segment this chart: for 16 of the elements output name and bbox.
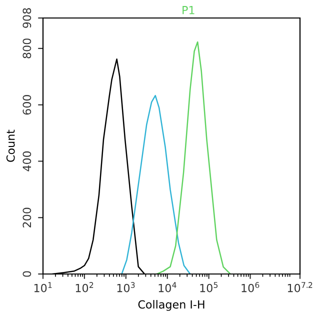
x-tick-label: 10$^{7.2}$ [288, 282, 312, 292]
text: P1 [182, 6, 194, 14]
x-tick-label: 10$^{6}$ [242, 282, 260, 292]
x-tick-label: 10$^{4}$ [158, 282, 176, 292]
y-tick-label: 800 [22, 38, 32, 58]
y-tick-label: 908 [22, 8, 32, 28]
x-tick-label: 10$^{2}$ [76, 282, 94, 292]
y-tick-label: 200 [22, 208, 32, 228]
y-axis-title: Count [6, 130, 15, 162]
x-tick-label: 10$^{5}$ [200, 282, 218, 292]
x-axis-title: Collagen I-H [138, 300, 204, 311]
y-tick-label: 0 [22, 271, 32, 277]
y-tick-label: 400 [22, 151, 32, 172]
y-tick-label: 600 [22, 94, 32, 115]
x-tick-label: 10$^{3}$ [117, 282, 135, 292]
x-tick-label: 10$^{1}$ [34, 282, 52, 292]
